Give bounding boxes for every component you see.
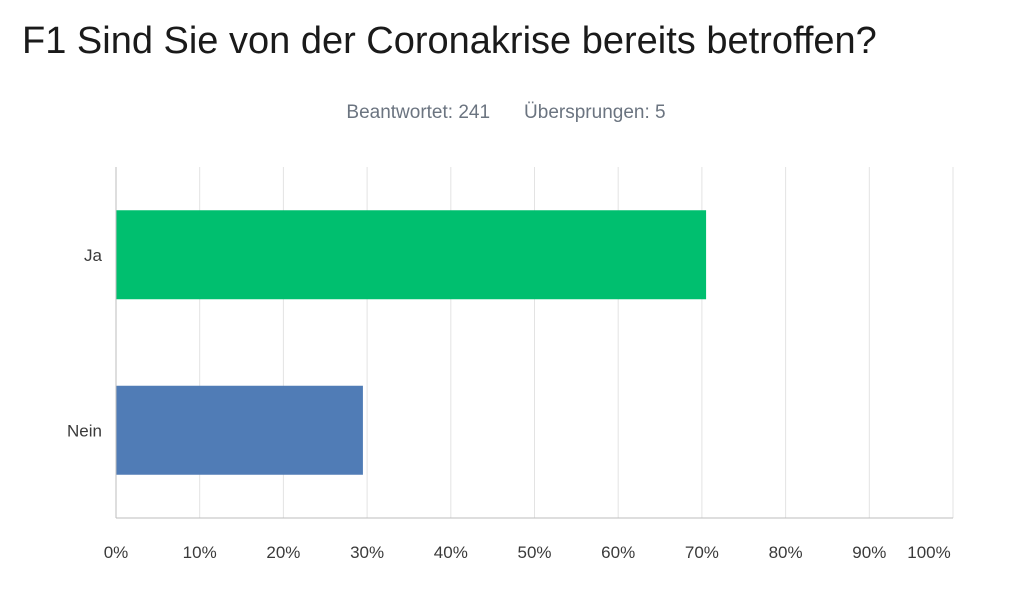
x-tick-label: 0%	[104, 543, 129, 562]
bar-nein	[116, 385, 363, 475]
x-tick-label: 50%	[517, 543, 551, 562]
x-tick-label: 70%	[685, 543, 719, 562]
x-tick-label: 80%	[769, 543, 803, 562]
x-tick-label: 60%	[601, 543, 635, 562]
x-tick-label: 90%	[852, 543, 886, 562]
x-tick-label: 40%	[434, 543, 468, 562]
x-tick-label: 10%	[183, 543, 217, 562]
bar-ja	[116, 210, 707, 300]
answered-count: Beantwortet: 241	[346, 102, 491, 123]
category-label: Nein	[67, 421, 102, 440]
question-title: F1 Sind Sie von der Coronakrise bereits …	[22, 20, 877, 62]
x-tick-label: 30%	[350, 543, 384, 562]
category-label: Ja	[84, 246, 103, 265]
skipped-count: Übersprungen: 5	[524, 102, 666, 123]
response-stats: Beantwortet: 241 Übersprungen: 5	[0, 102, 1024, 124]
x-tick-label: 20%	[266, 543, 300, 562]
x-tick-label: 100%	[907, 543, 950, 562]
